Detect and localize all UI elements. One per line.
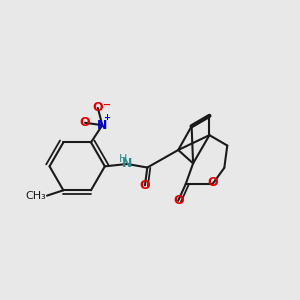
Text: H: H — [119, 154, 128, 164]
Text: +: + — [103, 112, 110, 122]
Text: O: O — [173, 194, 184, 207]
Text: CH₃: CH₃ — [25, 190, 46, 201]
Text: O: O — [80, 116, 90, 129]
Text: O: O — [92, 101, 103, 114]
Text: O: O — [140, 179, 150, 192]
Text: O: O — [208, 176, 218, 189]
Text: N: N — [97, 119, 107, 132]
Text: −: − — [103, 100, 111, 110]
Text: N: N — [122, 158, 132, 170]
